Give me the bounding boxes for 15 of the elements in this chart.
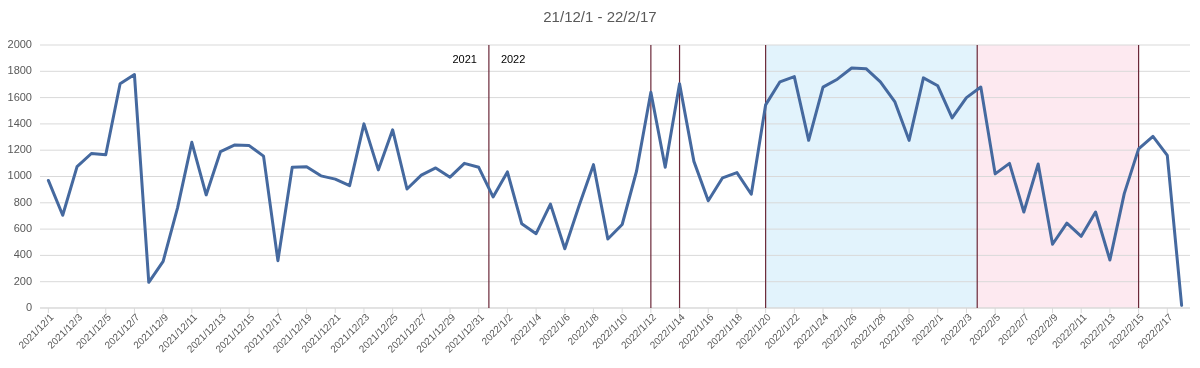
y-tick-label: 1800 xyxy=(7,64,32,77)
annotation: 2021 xyxy=(452,53,477,65)
line-series xyxy=(46,66,1184,307)
y-tick-label: 400 xyxy=(13,248,32,261)
y-tick-label: 1000 xyxy=(7,169,32,182)
y-tick-label: 200 xyxy=(13,274,32,287)
y-tick-label: 800 xyxy=(13,195,32,208)
y-tick-label: 0 xyxy=(25,300,32,313)
chart-title: 21/12/1 - 22/2/17 xyxy=(543,8,657,25)
y-tick-label: 1600 xyxy=(7,90,32,103)
y-tick-label: 1400 xyxy=(7,116,32,129)
y-tick-label: 1200 xyxy=(7,143,32,156)
y-tick-label: 600 xyxy=(13,222,32,235)
y-tick-label: 2000 xyxy=(7,37,32,50)
ref-line-label: 2022 xyxy=(500,53,526,65)
